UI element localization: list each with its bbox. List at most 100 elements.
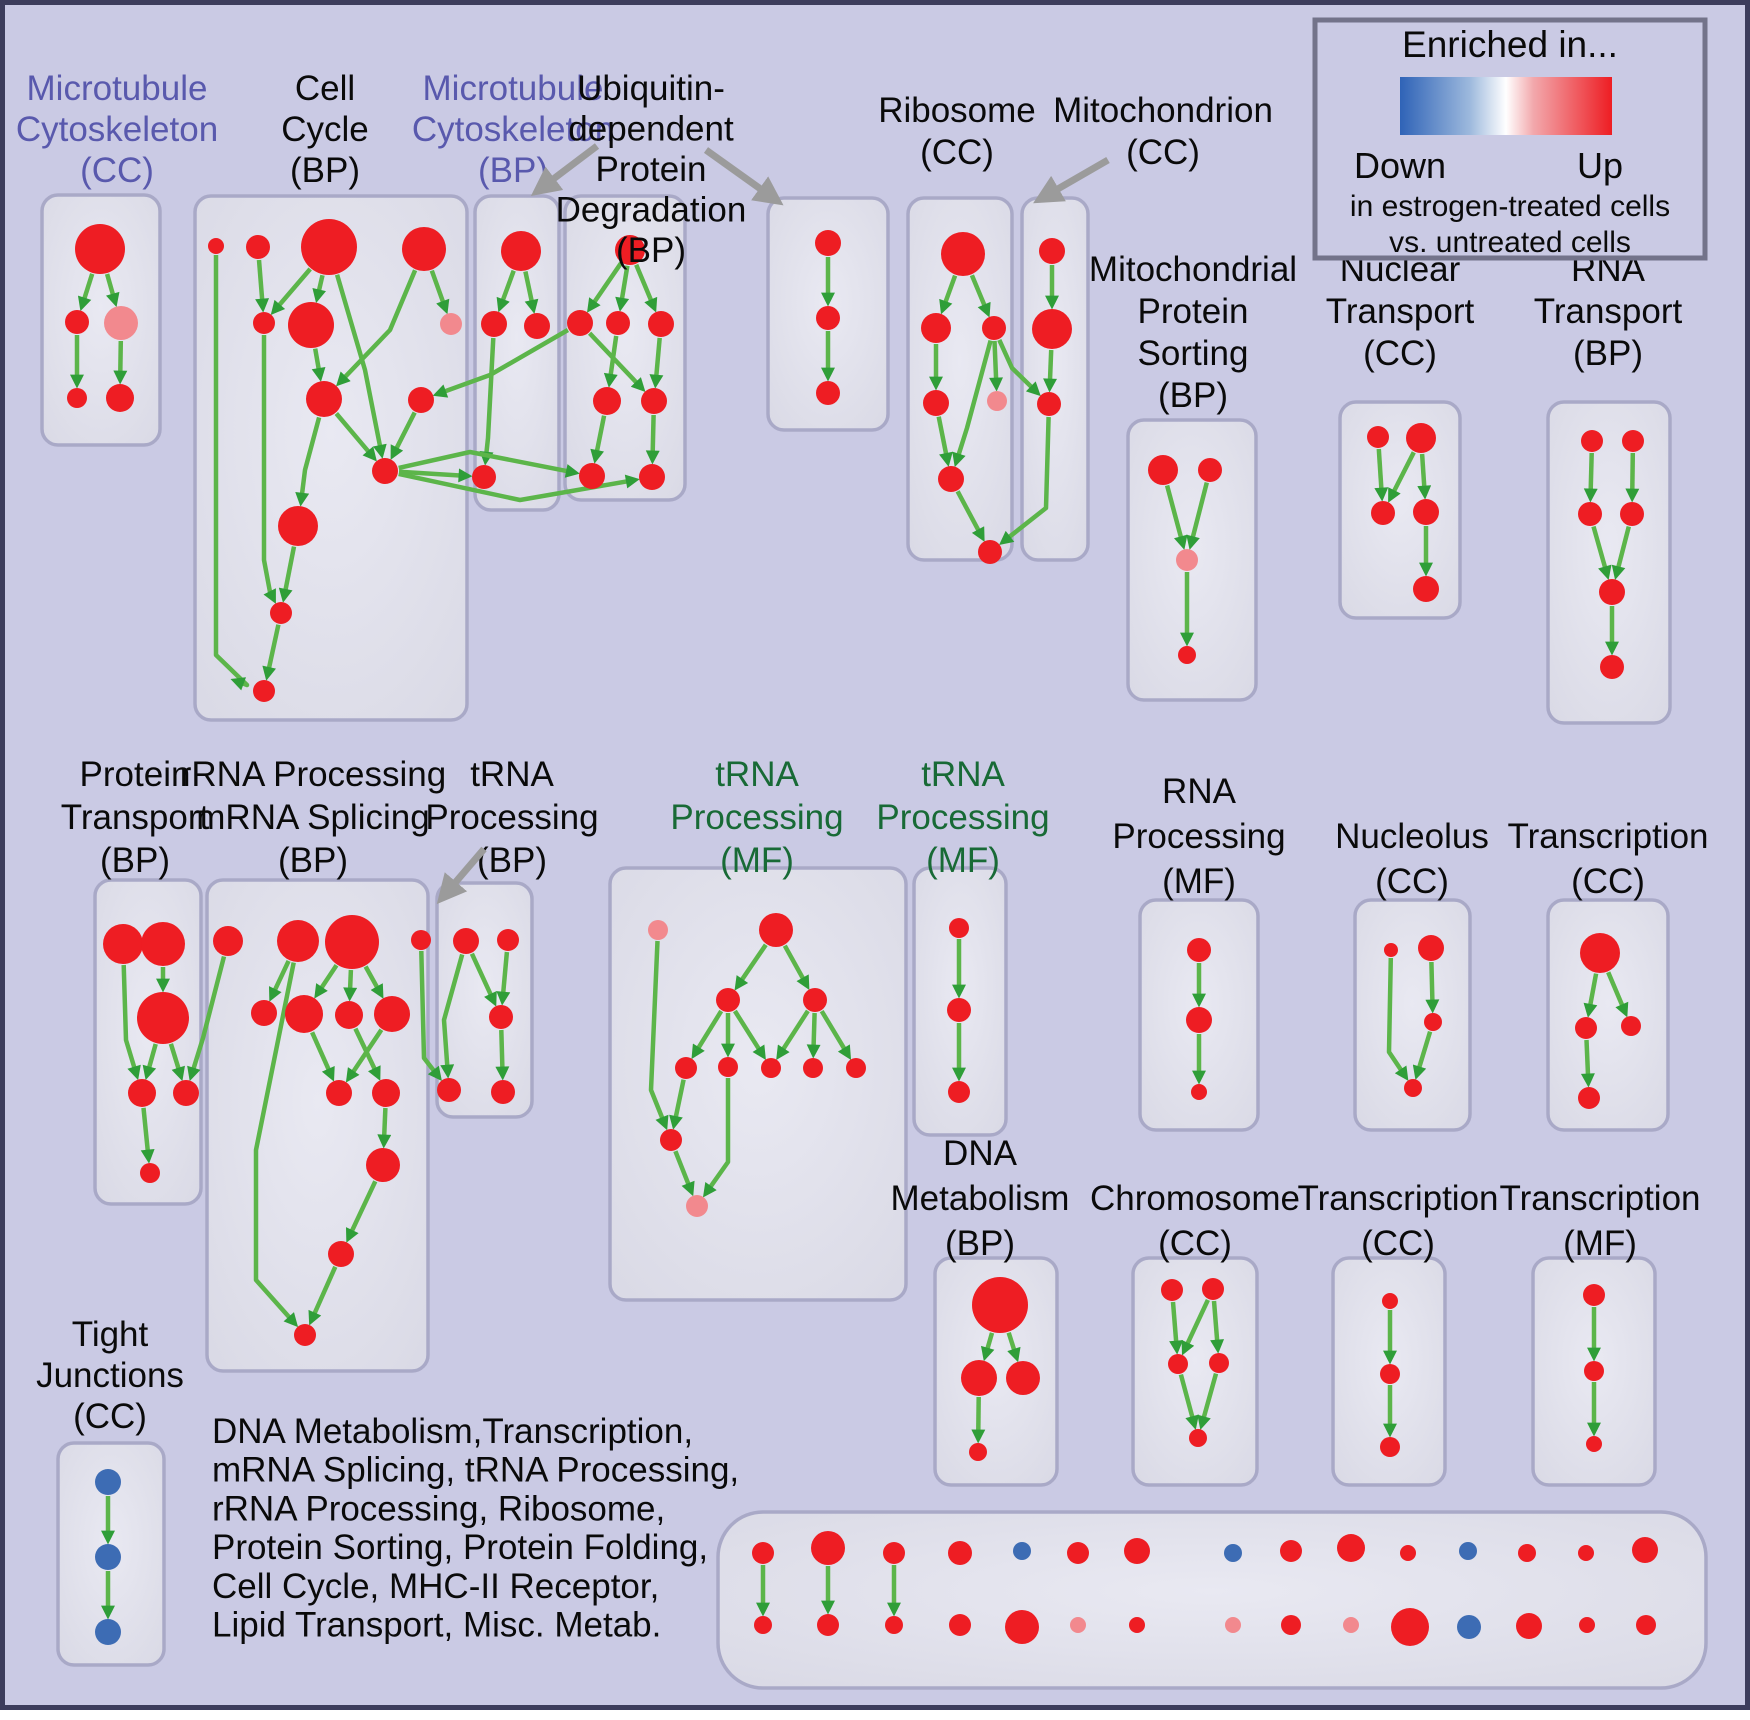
node-misc-c15t (1632, 1537, 1658, 1563)
cluster-label-ubiq-line-2: Protein (596, 150, 707, 189)
node-misc-c2b (817, 1614, 839, 1636)
node-trna_mf1-low (660, 1129, 682, 1151)
annotation-line-5: Lipid Transport, Misc. Metab. (212, 1606, 661, 1645)
cluster-label-rrna-line-1: mRNA Splicing (196, 798, 429, 837)
edge-nuc_t-tl-bl (1379, 449, 1382, 489)
node-rna_p_mf-n3 (1191, 1084, 1207, 1100)
node-rrna-f (285, 995, 323, 1033)
node-cell_cycle-e (253, 312, 275, 334)
node-misc-c11t (1400, 1545, 1416, 1561)
edge-transc_cc_r-cl-b (1587, 1040, 1589, 1075)
node-cell_cycle-m (253, 680, 275, 702)
node-trna_mf1-r3c (761, 1058, 781, 1078)
legend-title: Enriched in... (1402, 24, 1618, 65)
node-ribosome-r (982, 316, 1006, 340)
node-nuc_t-b (1413, 576, 1439, 602)
cluster-label-tight_j-line-2: (CC) (73, 1397, 147, 1436)
node-rna_t-v (1599, 579, 1625, 605)
cluster-label-ubiq-line-1: dependent (568, 110, 734, 149)
edge-chromosome-tr-mr (1214, 1301, 1217, 1341)
node-rrna-i (326, 1080, 352, 1106)
node-nuc_t-tl (1367, 426, 1389, 448)
cluster-label-trna_mf1-line-1: Processing (670, 798, 843, 837)
cluster-label-prot_t-line-2: (BP) (100, 841, 170, 880)
cluster-label-chromosome-line-1: (CC) (1158, 1224, 1232, 1263)
node-misc-c8b (1225, 1617, 1241, 1633)
cluster-label-ribosome-line-1: (CC) (920, 133, 994, 172)
cluster-label-ubiq-line-0: Ubiquitin- (577, 69, 725, 108)
node-mps-r (1198, 458, 1222, 482)
node-mt_cc-cl (65, 310, 89, 334)
node-misc-c12t (1459, 1542, 1477, 1560)
edge-rrna-c-g (350, 970, 351, 989)
cluster-label-cell_cycle-line-1: Cycle (281, 110, 369, 149)
edge-ubiq-m2-b2 (653, 415, 654, 452)
node-misc-c3t (883, 1542, 905, 1564)
cluster-label-trna_mf1-line-2: (MF) (720, 841, 794, 880)
cluster-label-mt_cc-line-1: Cytoskeleton (16, 110, 218, 149)
edge-ribosome-r-p (995, 341, 997, 379)
cluster-label-rna_t-line-2: (BP) (1573, 334, 1643, 373)
node-mt_cc-cr (104, 306, 138, 340)
node-cell_cycle-a (208, 238, 224, 254)
node-dna_met-ml (961, 1360, 997, 1396)
node-cell_cycle-j (372, 458, 398, 484)
cluster-label-prot_t-line-1: Transport (61, 798, 210, 837)
node-misc-c1b (754, 1616, 772, 1634)
node-nuc_t-mr (1413, 499, 1439, 525)
node-misc-c1t (752, 1542, 774, 1564)
node-prot_t-br (173, 1080, 199, 1106)
node-mt_cc-br (106, 384, 134, 412)
cluster-label-rrna-line-0: rRNA Processing (180, 755, 446, 794)
node-prot_t-b (140, 1163, 160, 1183)
node-rna_t-b (1600, 655, 1624, 679)
cluster-label-transc_cc_r-line-0: Transcription (1508, 817, 1709, 856)
node-ubiq-b1 (579, 463, 605, 489)
node-rrna-bn (277, 920, 319, 962)
annotation-line-2: rRNA Processing, Ribosome, (212, 1489, 665, 1528)
annotation-line-0: DNA Metabolism,Transcription, (212, 1412, 693, 1451)
cluster-box-transc_cc_r (1548, 900, 1668, 1130)
edge-rrna-jn-k (384, 1108, 385, 1136)
node-trna_bp-bl (437, 1078, 461, 1102)
node-ubiq-c2 (606, 311, 630, 335)
node-misc-c2t (811, 1531, 845, 1565)
node-trna_mf2-n1 (949, 918, 969, 938)
node-rna_t-mr (1620, 502, 1644, 526)
node-chromosome-tl (1161, 1279, 1183, 1301)
node-mito-t (1039, 238, 1065, 264)
cluster-label-nucleolus-line-1: (CC) (1375, 862, 1449, 901)
node-rrna-g (335, 1001, 363, 1029)
cluster-label-transc_mf-line-1: (MF) (1563, 1224, 1637, 1263)
node-ubiq-c1 (567, 310, 593, 336)
legend-up-label: Up (1577, 145, 1623, 186)
node-tight_j-n3 (95, 1619, 121, 1645)
cluster-label-mt_bp-line-2: (BP) (478, 151, 548, 190)
node-misc-c15b (1636, 1615, 1656, 1635)
node-misc-c3b (885, 1616, 903, 1634)
node-ubiq-c3 (648, 311, 674, 337)
node-mt_cc-bl (67, 388, 87, 408)
node-cell_cycle-h (306, 381, 342, 417)
node-rrna-k (366, 1148, 400, 1182)
annotation-line-4: Cell Cycle, MHC-II Receptor, (212, 1567, 659, 1606)
node-rna_p_mf-n1 (1187, 938, 1211, 962)
node-ubiq-m2 (641, 388, 667, 414)
cluster-label-transc_cc_r-line-1: (CC) (1571, 862, 1645, 901)
node-ribosome-t (941, 232, 985, 276)
cluster-label-mps-line-0: Mitochondrial (1089, 250, 1297, 289)
node-tight_j-n2 (95, 1544, 121, 1570)
cluster-label-trna_mf2-line-2: (MF) (926, 841, 1000, 880)
node-prot_t-tl (103, 924, 143, 964)
node-mito-l (1037, 392, 1061, 416)
node-mt_bp-t (501, 231, 541, 271)
node-transc_mf-n2 (1584, 1361, 1604, 1381)
node-ubiq-m1 (593, 387, 621, 415)
cluster-label-mps-line-2: Sorting (1138, 334, 1249, 373)
cluster-label-trna_bp-line-1: Processing (425, 798, 598, 837)
cluster-label-tight_j-line-0: Tight (72, 1315, 149, 1354)
node-transc_cc_r-cr (1621, 1016, 1641, 1036)
node-nucleolus-b (1404, 1079, 1422, 1097)
edge-mt_cc-cr-br (120, 341, 121, 372)
